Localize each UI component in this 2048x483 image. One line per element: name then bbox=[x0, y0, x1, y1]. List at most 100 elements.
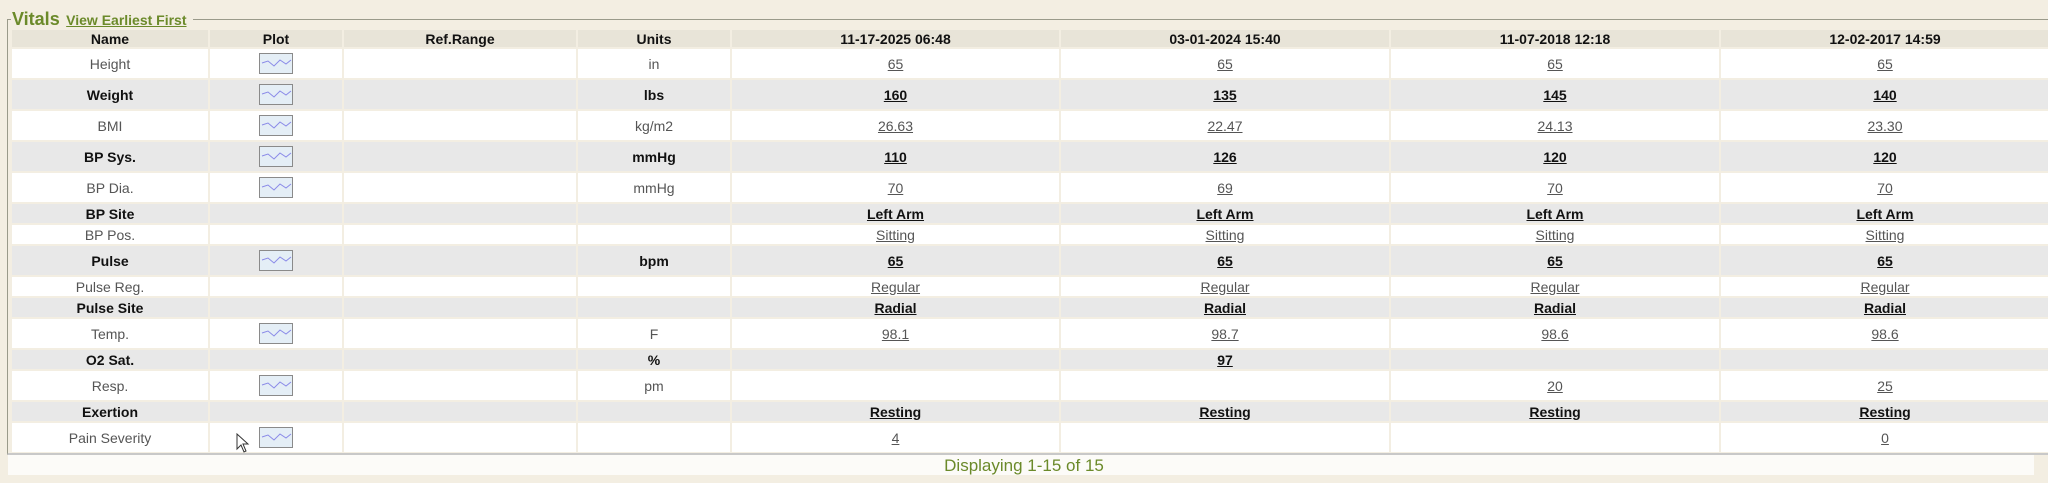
plot-cell bbox=[210, 246, 342, 275]
vital-value-link[interactable]: Sitting bbox=[1865, 226, 1905, 243]
plot-cell bbox=[210, 319, 342, 348]
vital-value-link[interactable]: Sitting bbox=[876, 226, 915, 243]
units bbox=[578, 277, 730, 296]
line-chart-icon[interactable] bbox=[259, 323, 293, 344]
vital-value-link[interactable]: Left Arm bbox=[866, 205, 925, 222]
line-chart-icon[interactable] bbox=[259, 250, 293, 271]
view-earliest-first-link[interactable]: View Earliest First bbox=[66, 12, 187, 28]
line-chart-icon[interactable] bbox=[259, 115, 293, 136]
vital-value-link[interactable]: 98.6 bbox=[1541, 325, 1569, 342]
vital-value-link[interactable]: Radial bbox=[1863, 299, 1906, 316]
value-cell: Left Arm bbox=[1391, 204, 1719, 223]
ref-range bbox=[344, 371, 576, 400]
line-chart-icon[interactable] bbox=[259, 53, 293, 74]
vital-value-link[interactable]: 65 bbox=[1877, 55, 1893, 72]
value-cell bbox=[1391, 423, 1719, 452]
vital-value-link[interactable]: 98.1 bbox=[881, 325, 910, 342]
vital-value-link[interactable]: 65 bbox=[887, 55, 904, 72]
vital-value-link[interactable]: 20 bbox=[1547, 377, 1563, 394]
table-row: Resp. pm 20 25 bbox=[12, 371, 2048, 400]
header-row: Name Plot Ref.Range Units 11-17-2025 06:48 03… bbox=[12, 30, 2048, 47]
value-cell: Left Arm bbox=[1061, 204, 1389, 223]
table-row: BMI kg/m2 26.63 22.47 24.13 23.30 bbox=[12, 111, 2048, 140]
vital-value-link[interactable]: 120 bbox=[1543, 148, 1567, 165]
vital-value-link[interactable]: 70 bbox=[1547, 179, 1563, 196]
vital-name: Resp. bbox=[12, 371, 208, 400]
vital-value-link[interactable]: 135 bbox=[1213, 86, 1237, 103]
vital-value-link[interactable]: Sitting bbox=[1535, 226, 1575, 243]
vital-value-link[interactable]: 110 bbox=[884, 148, 907, 165]
vital-value-link[interactable]: 70 bbox=[887, 179, 904, 196]
vital-value-link[interactable]: 65 bbox=[887, 252, 904, 269]
line-chart-icon[interactable] bbox=[259, 177, 293, 198]
vital-value-link[interactable]: Radial bbox=[1203, 299, 1246, 316]
vital-name: Temp. bbox=[12, 319, 208, 348]
value-cell: Left Arm bbox=[1721, 204, 2048, 223]
vital-name: BMI bbox=[12, 111, 208, 140]
column-header: Plot bbox=[210, 30, 342, 47]
vital-value-link[interactable]: Radial bbox=[874, 299, 917, 316]
value-cell bbox=[1721, 350, 2048, 369]
ref-range bbox=[344, 80, 576, 109]
vital-value-link[interactable]: Radial bbox=[1533, 299, 1576, 316]
value-cell: 23.30 bbox=[1721, 111, 2048, 140]
vital-value-link[interactable]: Resting bbox=[1199, 403, 1251, 420]
line-chart-icon[interactable] bbox=[259, 84, 293, 105]
vital-value-link[interactable]: Regular bbox=[1530, 278, 1580, 295]
vital-value-link[interactable]: 65 bbox=[1217, 252, 1233, 269]
vital-name: BP Sys. bbox=[12, 142, 208, 171]
vital-value-link[interactable]: 145 bbox=[1543, 86, 1567, 103]
vital-value-link[interactable]: Left Arm bbox=[1856, 205, 1914, 222]
plot-cell bbox=[210, 423, 342, 452]
vital-value-link[interactable]: Regular bbox=[1200, 278, 1250, 295]
vital-value-link[interactable]: 70 bbox=[1877, 179, 1893, 196]
vital-value-link[interactable]: Regular bbox=[1860, 278, 1910, 295]
vital-value-link[interactable]: 69 bbox=[1217, 179, 1233, 196]
vital-value-link[interactable]: 126 bbox=[1213, 148, 1237, 165]
vital-value-link[interactable]: 98.7 bbox=[1211, 325, 1239, 342]
vital-value-link[interactable]: 65 bbox=[1217, 55, 1233, 72]
vital-value-link[interactable]: Resting bbox=[1529, 403, 1581, 420]
vital-value-link[interactable]: Left Arm bbox=[1526, 205, 1584, 222]
table-row: Height in 65 65 65 65 bbox=[12, 49, 2048, 78]
value-cell: Sitting bbox=[1061, 225, 1389, 244]
value-cell: 20 bbox=[1391, 371, 1719, 400]
vital-value-link[interactable]: 98.6 bbox=[1871, 325, 1899, 342]
vital-value-link[interactable]: 65 bbox=[1877, 252, 1893, 269]
vital-value-link[interactable]: 65 bbox=[1547, 252, 1563, 269]
line-chart-icon[interactable] bbox=[259, 375, 293, 396]
vital-value-link[interactable]: 65 bbox=[1547, 55, 1563, 72]
line-chart-icon[interactable] bbox=[259, 146, 293, 167]
vital-value-link[interactable]: 24.13 bbox=[1537, 117, 1573, 134]
value-cell: 0 bbox=[1721, 423, 2048, 452]
line-chart-icon[interactable] bbox=[259, 427, 293, 448]
vital-value-link[interactable]: 22.47 bbox=[1207, 117, 1243, 134]
value-cell: 65 bbox=[1391, 246, 1719, 275]
vital-value-link[interactable]: 4 bbox=[891, 429, 900, 446]
table-row: Temp. F 98.1 98.7 98.6 98.6 bbox=[12, 319, 2048, 348]
value-cell: Sitting bbox=[732, 225, 1059, 244]
vital-value-link[interactable]: 0 bbox=[1881, 429, 1889, 446]
vital-value-link[interactable]: Resting bbox=[1859, 403, 1911, 420]
plot-cell bbox=[210, 173, 342, 202]
vital-value-link[interactable]: 26.63 bbox=[877, 117, 914, 134]
vital-name: Height bbox=[12, 49, 208, 78]
vital-value-link[interactable]: Resting bbox=[869, 403, 922, 420]
vital-value-link[interactable]: 120 bbox=[1873, 148, 1897, 165]
vital-value-link[interactable]: 140 bbox=[1873, 86, 1897, 103]
vital-value-link[interactable]: 25 bbox=[1877, 377, 1893, 394]
footer-bar bbox=[8, 455, 2034, 475]
value-cell: 65 bbox=[1391, 49, 1719, 78]
vital-value-link[interactable]: Regular bbox=[870, 278, 921, 295]
plot-cell bbox=[210, 277, 342, 296]
ref-range bbox=[344, 225, 576, 244]
plot-cell bbox=[210, 350, 342, 369]
vital-value-link[interactable]: Sitting bbox=[1205, 226, 1245, 243]
vital-value-link[interactable]: Left Arm bbox=[1196, 205, 1254, 222]
column-header: Name bbox=[12, 30, 208, 47]
vital-value-link[interactable]: 97 bbox=[1217, 351, 1233, 368]
units: bpm bbox=[578, 246, 730, 275]
plot-cell bbox=[210, 80, 342, 109]
vital-value-link[interactable]: 160 bbox=[883, 86, 908, 103]
vital-value-link[interactable]: 23.30 bbox=[1867, 117, 1903, 134]
